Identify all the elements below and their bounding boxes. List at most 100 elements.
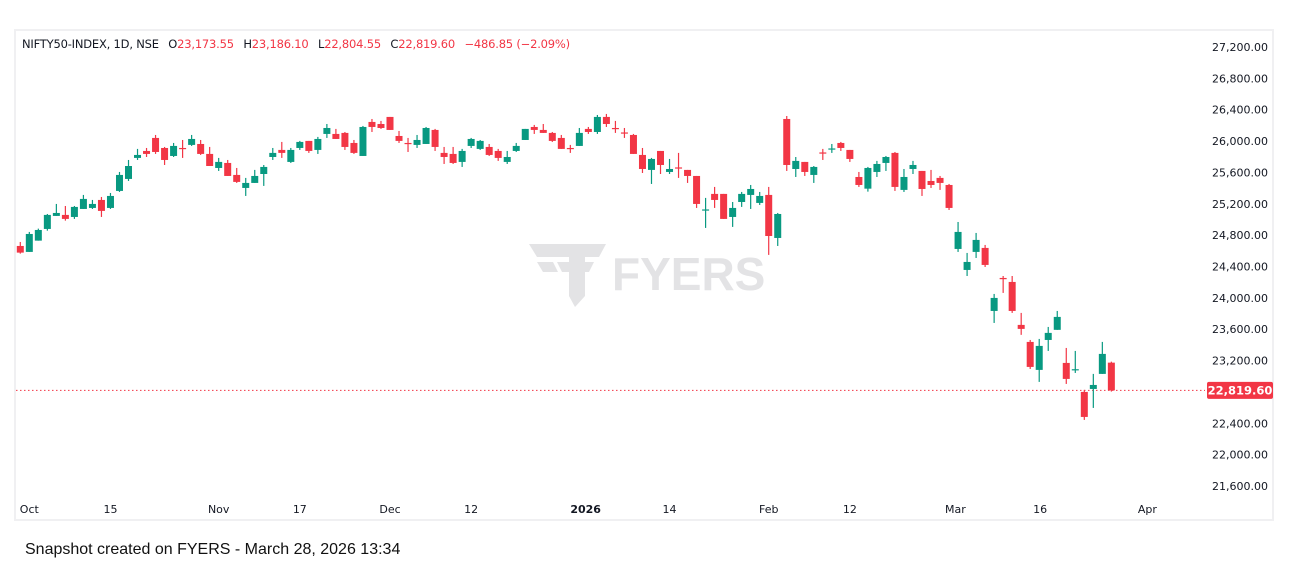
candle-up: [702, 197, 710, 228]
candle-body: [152, 137, 160, 152]
candle-body: [945, 184, 953, 208]
price-tick-label: 24,800.00: [1212, 229, 1268, 242]
candle-body: [747, 188, 755, 195]
candle-down: [657, 150, 665, 174]
candle-body: [314, 138, 322, 150]
candle-body: [188, 138, 196, 145]
candle-up: [954, 221, 962, 252]
candle-up: [251, 169, 259, 183]
time-tick-label: Feb: [759, 503, 778, 516]
candle-up: [1098, 341, 1106, 374]
candle-body: [332, 133, 340, 139]
candle-body: [1062, 362, 1070, 379]
candle-body: [287, 149, 295, 162]
candle-body: [476, 140, 484, 149]
candle-up: [792, 156, 800, 177]
candle-body: [467, 138, 475, 146]
candle-up: [909, 160, 917, 174]
candle-up: [1035, 338, 1043, 382]
low-value: 22,804.55: [324, 37, 381, 51]
candle-down: [629, 133, 637, 154]
candle-body: [620, 132, 628, 134]
candle-up: [215, 157, 223, 171]
candle-down: [197, 139, 205, 155]
candle-down: [161, 146, 169, 165]
candle-body: [1017, 324, 1025, 329]
candle-body: [458, 150, 466, 162]
candle-body: [729, 207, 737, 217]
close-key: C: [390, 37, 399, 51]
candle-up: [666, 158, 674, 174]
candle-down: [1080, 389, 1088, 420]
candle-down: [936, 175, 944, 190]
price-tick-label: 27,200.00: [1212, 41, 1268, 54]
candle-body: [215, 161, 223, 168]
candle-body: [819, 152, 827, 154]
price-tick-label: 22,000.00: [1212, 449, 1268, 462]
candle-body: [206, 153, 214, 167]
candle-body: [88, 203, 96, 208]
candle-body: [702, 209, 710, 211]
candle-body: [1080, 391, 1088, 417]
time-tick-label: 15: [103, 503, 117, 516]
time-tick-label: 14: [663, 503, 677, 516]
candle-up: [170, 142, 178, 157]
candle-up: [413, 134, 421, 148]
candle-down: [332, 128, 340, 139]
time-tick-label: Dec: [379, 503, 400, 516]
candle-up: [314, 136, 322, 154]
candle-down: [720, 193, 728, 219]
candle-up: [521, 128, 529, 140]
candle-up: [828, 143, 836, 153]
candle-body: [828, 148, 836, 150]
candle-down: [305, 140, 313, 153]
candle-down: [530, 124, 538, 134]
candle-up: [422, 126, 430, 144]
price-axis[interactable]: 27,200.00 26,800.00 26,400.00 26,000.00 25,6…: [1212, 41, 1268, 493]
candle-body: [557, 137, 565, 149]
candle-down: [152, 134, 160, 154]
candle-up: [972, 232, 980, 258]
time-axis[interactable]: Oct 15 Nov 17 Dec 12 2026 14 Feb 12 Mar 16 Apr: [20, 503, 1158, 516]
candle-body: [927, 180, 935, 185]
candle-body: [179, 147, 187, 150]
candle-body: [70, 206, 78, 217]
candle-up: [593, 114, 601, 134]
time-tick-label: Nov: [208, 503, 230, 516]
price-tick-label: 23,600.00: [1212, 323, 1268, 336]
candle-down: [819, 148, 827, 160]
candle-body: [242, 182, 250, 188]
price-tick-label: 25,600.00: [1212, 166, 1268, 179]
candle-body: [494, 150, 502, 158]
candle-down: [566, 144, 574, 153]
candle-up: [575, 127, 583, 146]
candle-body: [638, 154, 646, 169]
candle-body: [115, 174, 123, 191]
candle-body: [1089, 384, 1097, 389]
candle-down: [611, 120, 619, 133]
candle-body: [97, 199, 105, 211]
candle-down: [341, 131, 349, 150]
candle-down: [494, 148, 502, 161]
candle-up: [900, 168, 908, 192]
candle-down: [143, 147, 151, 157]
low-key: L: [317, 37, 325, 51]
candle-body: [170, 145, 178, 156]
candle-body: [783, 118, 791, 165]
time-tick-label: 17: [293, 503, 307, 516]
candle-down: [620, 127, 628, 138]
candle-down: [404, 137, 412, 152]
ohlc-legend: NIFTY50-INDEX, 1D, NSE O23,173.55 H23,18…: [22, 37, 570, 51]
candle-body: [197, 143, 205, 154]
price-tick-label: 26,800.00: [1212, 72, 1268, 85]
candle-down: [855, 171, 863, 187]
candle-down: [945, 183, 953, 210]
candle-down: [548, 131, 556, 142]
price-tick-label: 24,000.00: [1212, 292, 1268, 305]
price-tick-label: 22,400.00: [1212, 417, 1268, 430]
candle-up: [43, 213, 51, 231]
candle-body: [43, 214, 51, 229]
candle-body: [278, 149, 286, 153]
candle-up: [70, 205, 78, 219]
